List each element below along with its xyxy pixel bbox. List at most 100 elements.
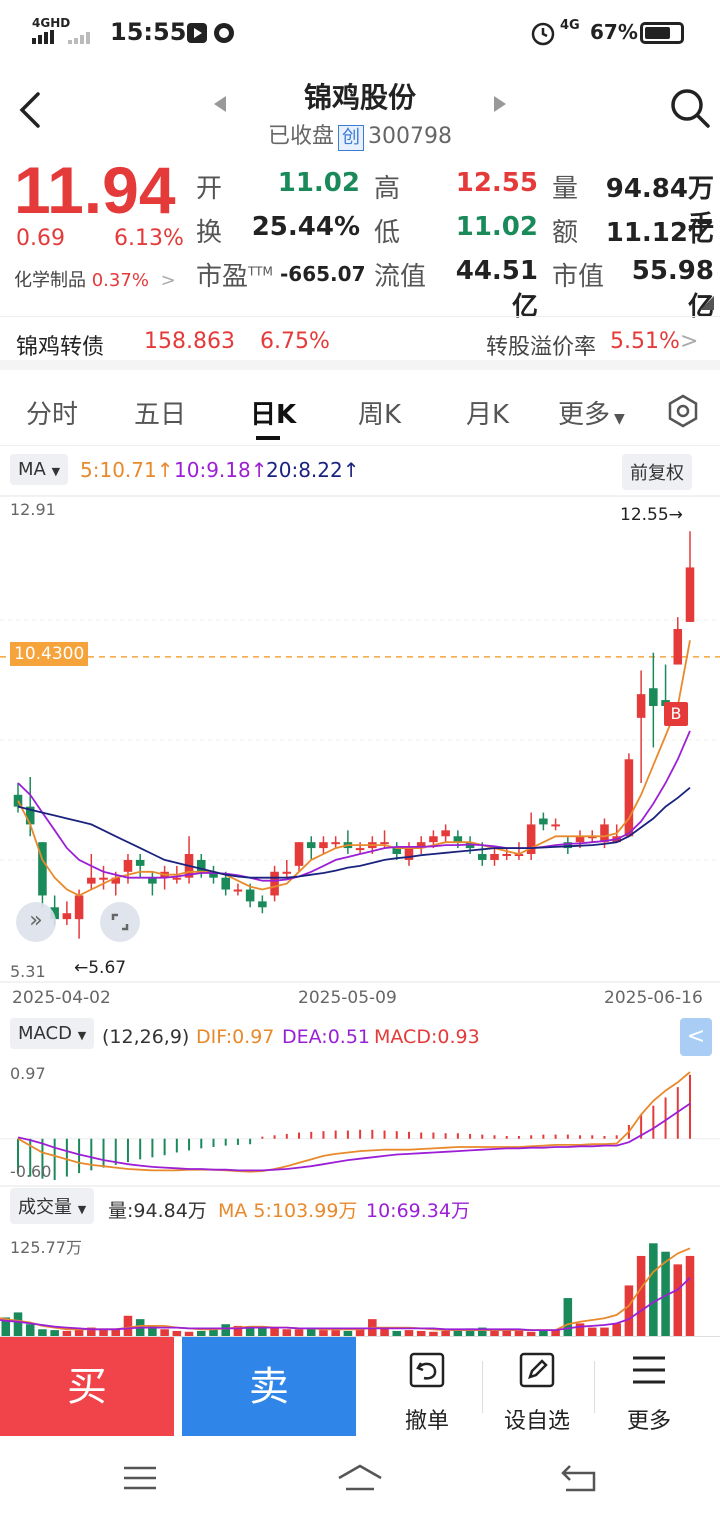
active-tab-indicator xyxy=(256,436,280,440)
prev-stock-icon[interactable] xyxy=(212,94,228,114)
volume-value: 94.84万手 xyxy=(605,174,714,241)
vol-ma10-line xyxy=(0,1277,691,1331)
candle-body xyxy=(575,836,585,843)
candle-body xyxy=(624,759,634,837)
volume-bar xyxy=(258,1327,267,1336)
candle-body xyxy=(355,848,365,851)
home-icon[interactable] xyxy=(336,1462,384,1492)
volume-bar xyxy=(441,1330,450,1336)
ma10-value: 10:9.18↑ xyxy=(174,458,268,482)
back-icon[interactable] xyxy=(16,90,46,130)
back-nav-icon[interactable] xyxy=(560,1462,600,1494)
price-change-pct: 6.13% xyxy=(114,226,184,251)
volume-bar xyxy=(514,1330,524,1336)
price-change: 0.69 xyxy=(16,226,65,251)
candle-body xyxy=(62,913,72,920)
alarm-icon xyxy=(531,22,555,46)
stock-name: 锦鸡股份 xyxy=(303,81,416,114)
macd-ymax: 0.97 xyxy=(10,1064,46,1083)
candle-body xyxy=(233,889,243,892)
tab-five-day[interactable]: 五日 xyxy=(134,400,187,430)
cancel-order-button[interactable]: 撤单 xyxy=(372,1337,482,1437)
candle-body xyxy=(404,848,414,860)
date-start: 2025-04-02 xyxy=(12,988,111,1008)
stock-code: 300798 xyxy=(368,124,452,149)
tab-daily-k[interactable]: 日K xyxy=(250,400,297,430)
industry-link[interactable]: 化学制品 0.37% > xyxy=(14,266,176,292)
fast-forward-icon[interactable]: » xyxy=(16,902,56,942)
volume-bar xyxy=(392,1330,402,1336)
volume-bar xyxy=(661,1251,670,1336)
volume-bar xyxy=(649,1243,658,1336)
next-stock-icon[interactable] xyxy=(492,94,508,114)
float-cap-value: 44.51亿 xyxy=(455,256,538,322)
tab-monthly-k[interactable]: 月K xyxy=(466,400,510,430)
clock: 15:55 xyxy=(110,18,187,46)
volume-bar xyxy=(184,1331,194,1336)
volume-bar xyxy=(502,1330,512,1336)
tab-weekly-k[interactable]: 周K xyxy=(358,400,402,430)
volume-bar xyxy=(575,1323,585,1336)
add-watchlist-button[interactable]: 设自选 xyxy=(482,1337,592,1437)
high-marker: 12.55→ xyxy=(620,505,683,525)
candle-body xyxy=(673,629,683,665)
tab-timeshare[interactable]: 分时 xyxy=(26,400,79,430)
candle-body xyxy=(416,842,426,849)
candle-body xyxy=(306,842,316,849)
chart-settings-icon[interactable] xyxy=(666,394,700,428)
volume-bar xyxy=(526,1331,536,1336)
volume-bar xyxy=(87,1327,96,1336)
volume-bar xyxy=(196,1330,206,1336)
convertible-bond-row[interactable]: 锦鸡转债 158.863 6.75% 转股溢价率 5.51% > xyxy=(0,316,720,370)
volume-bar xyxy=(478,1327,487,1336)
macd-selector[interactable]: MACD ▼ xyxy=(10,1018,95,1049)
candle-body xyxy=(258,901,267,908)
adjust-selector[interactable]: 前复权 xyxy=(622,454,692,490)
divider xyxy=(594,1361,595,1413)
volume-selector[interactable]: 成交量 ▼ xyxy=(10,1188,95,1224)
volume-bar xyxy=(233,1325,243,1336)
tab-more[interactable]: 更多 ▼ xyxy=(558,400,625,430)
last-price: 11.94 xyxy=(14,153,176,227)
amount-label: 额 xyxy=(552,218,579,248)
kline-ymax: 12.91 xyxy=(10,500,56,519)
kline-chart[interactable] xyxy=(0,490,720,1336)
volume-bar xyxy=(539,1330,548,1336)
fullscreen-icon[interactable] xyxy=(100,902,140,942)
volume-bar xyxy=(25,1324,35,1336)
battery-icon xyxy=(640,22,684,44)
high-value: 12.55 xyxy=(455,168,538,198)
divider xyxy=(482,1361,483,1413)
ma10-line xyxy=(17,730,691,882)
candle-body xyxy=(600,824,609,843)
expand-corner-icon[interactable] xyxy=(700,296,714,310)
search-icon[interactable] xyxy=(668,86,712,130)
recent-apps-icon[interactable] xyxy=(122,1464,158,1492)
volume-bar xyxy=(148,1325,157,1336)
more-button[interactable]: 更多 xyxy=(594,1337,704,1437)
volume-bar xyxy=(221,1324,230,1336)
ma20-value: 20:8.22↑ xyxy=(266,458,360,482)
volume-bar xyxy=(331,1330,340,1336)
candle-body xyxy=(135,859,145,866)
volume-bar xyxy=(685,1255,695,1336)
buy-button[interactable]: 买 xyxy=(0,1337,174,1437)
trade-action-bar: 买 卖 撤单 设自选 更多 xyxy=(0,1336,720,1437)
buy-signal-marker[interactable]: B xyxy=(664,702,688,726)
price-line-label: 10.4300 xyxy=(10,642,89,666)
industry-name: 化学制品 xyxy=(14,270,86,291)
market-cap-label: 市值 xyxy=(552,262,605,292)
low-marker: ←5.67 xyxy=(74,958,127,978)
dea-line xyxy=(17,1102,691,1172)
volume-bar xyxy=(490,1329,499,1336)
candle-body xyxy=(221,877,230,890)
volume-bar xyxy=(270,1328,279,1336)
sell-button[interactable]: 卖 xyxy=(182,1337,356,1437)
turnover-value: 25.44% xyxy=(251,212,360,242)
pe-label: 市盈TTM xyxy=(196,262,273,292)
low-value: 11.02 xyxy=(455,212,538,242)
ma-selector[interactable]: MA ▼ xyxy=(10,454,69,485)
industry-pct: 0.37% xyxy=(91,270,149,291)
candle-body xyxy=(563,842,573,849)
collapse-panel-icon[interactable]: < xyxy=(680,1018,712,1056)
